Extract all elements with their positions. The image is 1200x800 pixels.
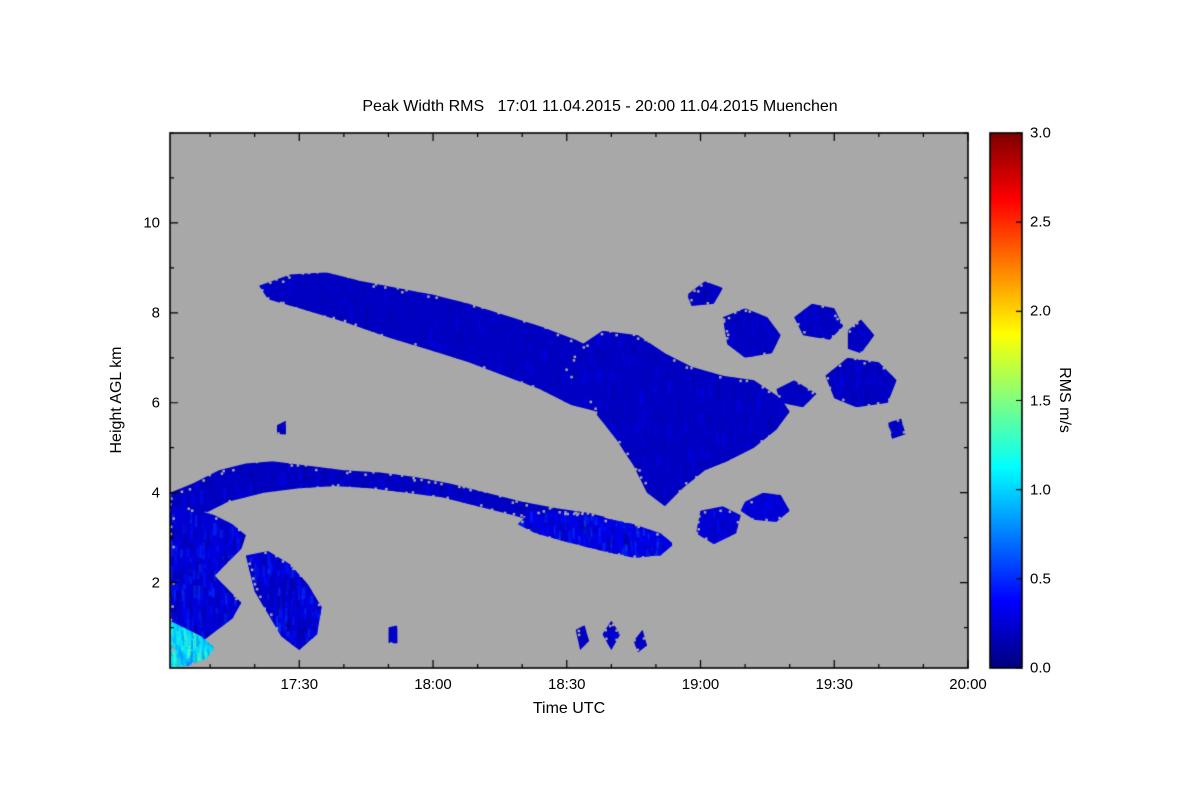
colorbar-tick-label: 2.0 bbox=[1030, 302, 1051, 320]
x-tick-label: 18:30 bbox=[547, 676, 586, 693]
chart-title: Peak Width RMS 17:01 11.04.2015 - 20:00 … bbox=[362, 98, 838, 115]
x-axis-label: Time UTC bbox=[532, 700, 606, 717]
x-tick-label: 20:00 bbox=[949, 676, 987, 693]
y-tick-label: 10 bbox=[143, 214, 160, 232]
colorbar-tick-label: 1.5 bbox=[1030, 392, 1051, 409]
colorbar-tick-label: 3.0 bbox=[1030, 124, 1051, 142]
colorbar-tick-label: 0.5 bbox=[1030, 570, 1051, 588]
y-tick-label: 8 bbox=[151, 304, 160, 322]
colorbar-label: RMS m/s bbox=[1056, 367, 1073, 433]
x-tick-label: 19:30 bbox=[815, 676, 854, 693]
y-tick-label: 6 bbox=[151, 394, 160, 412]
colorbar-tick-label: 0.0 bbox=[1030, 659, 1051, 677]
x-tick-label: 18:00 bbox=[414, 676, 452, 693]
y-tick-label: 4 bbox=[151, 484, 160, 502]
colorbar-tick-label: 2.5 bbox=[1030, 213, 1051, 231]
y-tick-label: 2 bbox=[151, 574, 160, 592]
x-tick-label: 19:00 bbox=[681, 676, 720, 693]
y-axis-label: Height AGL km bbox=[108, 346, 125, 454]
colorbar-tick-label: 1.0 bbox=[1030, 481, 1051, 499]
x-tick-label: 17:30 bbox=[280, 676, 319, 693]
